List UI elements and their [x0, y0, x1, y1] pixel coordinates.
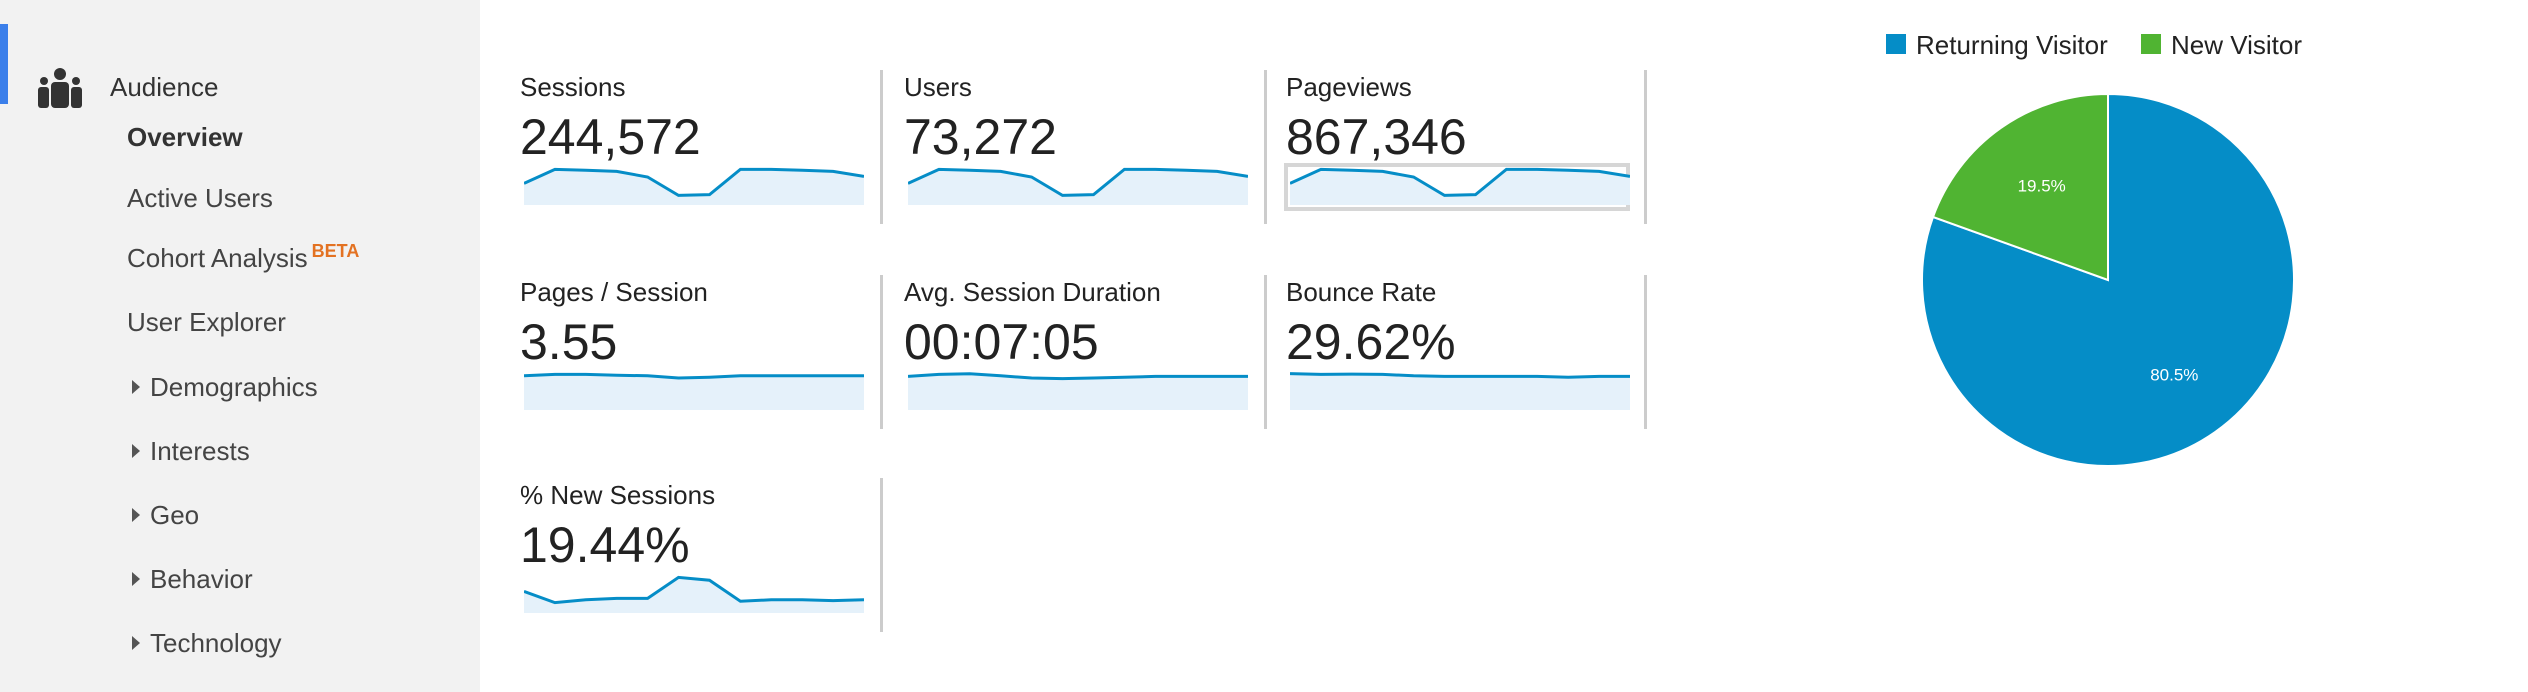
metric-value: 19.44% — [520, 517, 690, 573]
metric-card-new-sessions[interactable]: % New Sessions 19.44% — [520, 478, 903, 632]
triangle-right-icon — [132, 636, 140, 651]
sidebar-item-label: Overview — [127, 122, 243, 152]
metric-card-avg-session-duration[interactable]: Avg. Session Duration 00:07:05 — [904, 275, 1287, 429]
card-divider — [880, 478, 883, 632]
pie-slice-label: 19.5% — [2018, 177, 2066, 196]
audience-people-icon — [38, 68, 82, 108]
metric-card-sessions[interactable]: Sessions 244,572 — [520, 70, 903, 224]
sidebar-item-geo[interactable]: Geo — [132, 500, 199, 531]
metric-value: 244,572 — [520, 109, 701, 165]
triangle-right-icon — [132, 444, 140, 459]
active-section-indicator — [0, 24, 8, 104]
sidebar-item-interests[interactable]: Interests — [132, 436, 250, 467]
card-divider — [1264, 70, 1267, 224]
sparkline — [908, 372, 1248, 410]
sidebar: Audience Overview Active Users Cohort An… — [0, 0, 480, 692]
sidebar-item-label: Cohort Analysis — [127, 243, 308, 273]
visitor-type-pie-chart[interactable]: 80.5% 19.5% — [1920, 92, 2296, 468]
card-divider — [880, 275, 883, 429]
pie-legend: Returning Visitor New Visitor — [1886, 30, 2328, 61]
metric-label: Avg. Session Duration — [904, 277, 1161, 307]
legend-swatch — [2140, 34, 2161, 55]
sparkline — [524, 575, 864, 613]
legend-label: Returning Visitor — [1916, 30, 2108, 60]
metric-value: 867,346 — [1286, 109, 1467, 165]
triangle-right-icon — [132, 572, 140, 587]
metric-label: Bounce Rate — [1286, 277, 1437, 307]
sidebar-item-label: Demographics — [150, 372, 318, 402]
metric-value: 00:07:05 — [904, 314, 1099, 370]
sparkline — [908, 167, 1248, 205]
metric-value: 29.62% — [1286, 314, 1456, 370]
sidebar-section-label: Audience — [110, 72, 219, 102]
legend-label: New Visitor — [2170, 30, 2302, 60]
sidebar-item-label: Active Users — [127, 183, 273, 213]
metric-card-users[interactable]: Users 73,272 — [904, 70, 1287, 224]
legend-item-returning-visitor[interactable]: Returning Visitor — [1886, 30, 2108, 61]
sparkline — [1290, 372, 1630, 410]
sidebar-item-label: Technology — [150, 628, 282, 658]
sparkline — [524, 167, 864, 205]
metric-value: 3.55 — [520, 314, 618, 370]
sidebar-item-label: Behavior — [150, 564, 253, 594]
triangle-right-icon — [132, 508, 140, 523]
metric-label: % New Sessions — [520, 480, 716, 510]
sidebar-section-audience[interactable]: Audience — [0, 24, 480, 108]
card-divider — [880, 70, 883, 224]
sidebar-item-technology[interactable]: Technology — [132, 628, 282, 659]
metric-label: Sessions — [520, 72, 626, 102]
sidebar-item-overview[interactable]: Overview — [127, 122, 243, 153]
metric-value: 73,272 — [904, 109, 1057, 165]
card-divider — [1264, 275, 1267, 429]
beta-badge: BETA — [311, 241, 360, 261]
sidebar-item-user-explorer[interactable]: User Explorer — [127, 307, 286, 338]
metric-label: Pages / Session — [520, 277, 708, 307]
legend-item-new-visitor[interactable]: New Visitor — [2140, 30, 2302, 61]
sidebar-item-active-users[interactable]: Active Users — [127, 183, 273, 214]
card-divider — [1644, 70, 1647, 224]
metric-label: Users — [904, 72, 972, 102]
sidebar-item-label: User Explorer — [127, 307, 286, 337]
pie-slice[interactable] — [1931, 92, 2109, 282]
card-divider — [1644, 275, 1647, 429]
metric-card-pageviews[interactable]: Pageviews 867,346 — [1284, 70, 1669, 224]
sparkline — [1290, 167, 1630, 205]
sidebar-item-demographics[interactable]: Demographics — [132, 372, 318, 403]
sidebar-item-behavior[interactable]: Behavior — [132, 564, 253, 595]
sidebar-item-cohort-analysis[interactable]: Cohort Analysis BETA — [127, 241, 360, 274]
sidebar-item-label: Interests — [150, 436, 250, 466]
pie-slice-label: 80.5% — [2150, 365, 2198, 384]
metric-label: Pageviews — [1286, 72, 1412, 102]
legend-swatch — [1886, 34, 1906, 55]
sparkline — [524, 372, 864, 410]
triangle-right-icon — [132, 380, 140, 395]
metric-card-pages-per-session[interactable]: Pages / Session 3.55 — [520, 275, 903, 429]
sidebar-item-label: Geo — [150, 500, 200, 530]
metric-card-bounce-rate[interactable]: Bounce Rate 29.62% — [1286, 275, 1669, 429]
